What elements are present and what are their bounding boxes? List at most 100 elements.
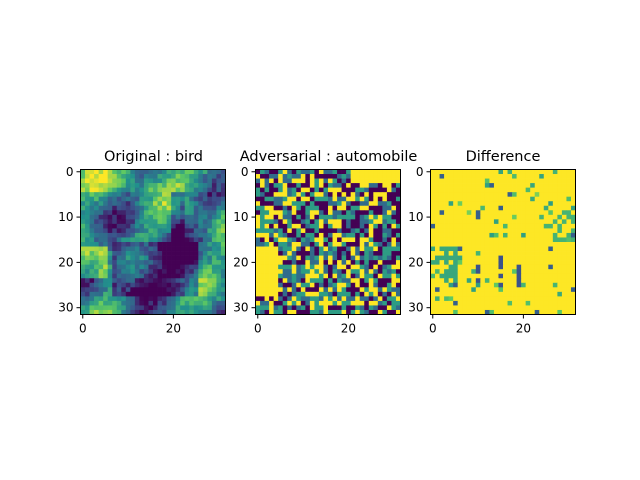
heatmap-cell — [198, 300, 204, 306]
heatmap-cell — [332, 232, 338, 238]
heatmap-cell — [346, 174, 352, 179]
heatmap-cell — [337, 214, 342, 220]
heatmap-cell — [466, 300, 472, 306]
heatmap-cell — [116, 237, 122, 243]
heatmap-cell — [282, 210, 288, 216]
heatmap-cell — [89, 169, 95, 175]
heatmap-cell — [444, 273, 449, 279]
heatmap-cell — [435, 278, 440, 284]
heatmap-cell — [503, 169, 508, 175]
heatmap-cell — [202, 214, 208, 220]
heatmap-cell — [373, 228, 379, 234]
heatmap-cell — [498, 205, 504, 211]
heatmap-cell — [453, 210, 459, 216]
heatmap-cell — [130, 282, 136, 288]
heatmap-cell — [462, 219, 468, 225]
heatmap-cell — [395, 278, 401, 284]
heatmap-cell — [512, 264, 517, 270]
heatmap-cell — [189, 178, 195, 184]
heatmap-cell — [435, 219, 440, 225]
heatmap-cell — [471, 246, 477, 252]
heatmap-cell — [453, 255, 459, 261]
heatmap-cell — [184, 260, 190, 266]
heatmap-cell — [448, 287, 454, 293]
heatmap-cell — [314, 246, 320, 252]
heatmap-cell — [80, 196, 86, 202]
heatmap-cell — [300, 183, 306, 188]
heatmap-cell — [162, 192, 167, 198]
heatmap-cell — [216, 183, 222, 188]
heatmap-cell — [534, 201, 540, 207]
heatmap-cell — [180, 187, 186, 193]
heatmap-cell — [439, 178, 445, 184]
heatmap-cell — [314, 169, 320, 175]
heatmap-cell — [282, 205, 288, 211]
heatmap-cell — [346, 309, 352, 315]
heatmap-cell — [493, 237, 499, 243]
heatmap-cell — [80, 187, 86, 193]
heatmap-cell — [143, 201, 149, 207]
heatmap-cell — [359, 210, 365, 216]
heatmap-cell — [498, 214, 504, 220]
heatmap-cell — [125, 178, 131, 184]
heatmap-cell — [548, 269, 554, 275]
heatmap-cell — [112, 309, 118, 315]
heatmap-cell — [539, 192, 545, 198]
heatmap-cell — [480, 251, 486, 256]
heatmap-cell — [471, 255, 477, 261]
heatmap-cell — [323, 242, 329, 247]
heatmap-cell — [216, 210, 222, 216]
heatmap-cell — [530, 228, 536, 234]
heatmap-cell — [103, 296, 109, 302]
heatmap-cell — [175, 269, 181, 275]
heatmap-cell — [444, 192, 449, 198]
heatmap-cell — [291, 219, 297, 225]
heatmap-cell — [220, 174, 226, 179]
heatmap-cell — [220, 196, 226, 202]
heatmap-cell — [484, 223, 490, 229]
heatmap-cell — [175, 296, 181, 302]
heatmap-cell — [103, 273, 109, 279]
heatmap-cell — [273, 300, 279, 306]
heatmap-cell — [107, 214, 113, 220]
heatmap-cell — [89, 269, 95, 275]
heatmap-cell — [503, 273, 508, 279]
heatmap-cell — [328, 278, 333, 284]
heatmap-cell — [103, 251, 109, 256]
heatmap-cell — [507, 296, 513, 302]
heatmap-cell — [489, 237, 495, 243]
heatmap-cell — [148, 169, 154, 175]
heatmap-cell — [171, 210, 177, 216]
heatmap-cell — [112, 169, 118, 175]
heatmap-cell — [107, 269, 113, 275]
heatmap-cell — [448, 264, 454, 270]
heatmap-cell — [98, 187, 104, 193]
heatmap-cell — [453, 201, 459, 207]
heatmap-cell — [255, 305, 261, 311]
heatmap-cell — [80, 192, 86, 198]
heatmap-cell — [430, 237, 436, 243]
heatmap-cell — [94, 264, 99, 270]
heatmap-cell — [291, 242, 297, 247]
heatmap-cell — [116, 232, 122, 238]
heatmap-cell — [305, 187, 311, 193]
heatmap-cell — [382, 201, 388, 207]
heatmap-cell — [98, 287, 104, 293]
heatmap-cell — [530, 205, 536, 211]
heatmap-cell — [184, 178, 190, 184]
heatmap-cell — [103, 210, 109, 216]
heatmap-cell — [287, 201, 293, 207]
heatmap-cell — [521, 196, 527, 202]
heatmap-cell — [471, 291, 477, 297]
heatmap-cell — [139, 196, 145, 202]
heatmap-cell — [359, 214, 365, 220]
heatmap-cell — [444, 287, 449, 293]
heatmap-cell — [98, 214, 104, 220]
heatmap-cell — [525, 255, 531, 261]
heatmap-cell — [85, 264, 90, 270]
heatmap-cell — [552, 287, 558, 293]
heatmap-cell — [355, 287, 361, 293]
heatmap-cell — [503, 264, 508, 270]
y-tick-label-original: 10 — [58, 210, 73, 224]
heatmap-cell — [153, 201, 158, 207]
